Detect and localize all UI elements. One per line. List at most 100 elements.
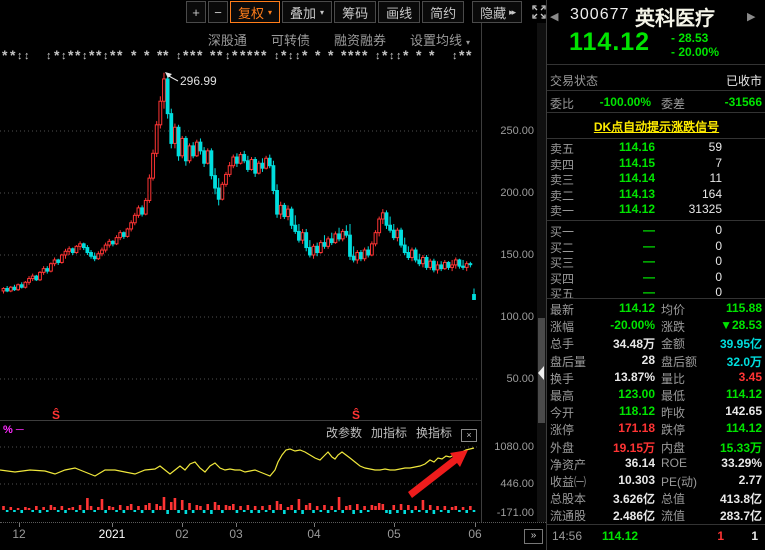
- candle: [359, 252, 363, 260]
- indicator-bar: [16, 508, 20, 510]
- candle: [191, 145, 196, 157]
- candle: [140, 207, 144, 215]
- indicator-tick-label: 1080.00: [494, 441, 534, 453]
- indicator-bar: [275, 501, 279, 510]
- candle: [12, 286, 17, 291]
- stat-label: PE(动): [661, 475, 698, 489]
- candle: [235, 156, 239, 164]
- add-indicator-link[interactable]: 加指标: [371, 426, 408, 440]
- candle: [453, 259, 458, 266]
- divider: [547, 524, 765, 525]
- switch-indicator-link[interactable]: 换指标: [416, 426, 453, 440]
- collapse-panel-handle[interactable]: [538, 366, 544, 380]
- candle: [245, 160, 250, 170]
- indicator-bar: [290, 505, 293, 510]
- indicator-bar: [407, 505, 410, 510]
- candle: [253, 159, 258, 174]
- ask-row[interactable]: 卖二 114.13 164: [547, 187, 765, 203]
- stat-value: 15.33万: [719, 440, 762, 455]
- candle: [78, 243, 82, 247]
- indicator-bar: [388, 510, 392, 514]
- bid-row[interactable]: 买二 — 0: [547, 239, 765, 255]
- indicator-bar: [75, 510, 78, 512]
- indicator-bar: [345, 506, 348, 510]
- indicator-close-icon[interactable]: ×: [461, 429, 477, 442]
- adjust-price-button[interactable]: 复权 ▾: [230, 1, 281, 23]
- indicator-bar: [458, 510, 461, 512]
- draw-line-button[interactable]: 画线: [378, 1, 421, 23]
- divider: [547, 64, 765, 65]
- candle: [111, 240, 115, 245]
- candle: [52, 259, 57, 265]
- sub-toolbar-item-2[interactable]: 融资融券: [333, 33, 386, 48]
- sub-toolbar-item-0[interactable]: 深股通: [207, 33, 247, 48]
- bid-volume: 0: [715, 223, 722, 237]
- indicator-bar: [417, 510, 421, 512]
- stat-label: 总值: [661, 492, 686, 507]
- event-star-marker: *: [117, 47, 123, 63]
- indicator-bar: [374, 506, 377, 510]
- stat-row: 涨停 171.18 跌停 114.12: [547, 421, 765, 438]
- hide-button[interactable]: 隐藏 ▸▸: [472, 1, 523, 23]
- scroll-right-button[interactable]: »: [524, 529, 543, 544]
- dividend-event-marker[interactable]: Ŝ: [52, 407, 60, 422]
- overlay-button[interactable]: 叠加 ▾: [282, 1, 333, 23]
- peak-price-annotation: 296.99: [180, 74, 217, 88]
- candle: [187, 145, 192, 162]
- indicator-bar: [126, 506, 129, 510]
- bid-row[interactable]: 买四 — 0: [547, 270, 765, 286]
- indicator-bar: [385, 510, 388, 513]
- simple-mode-button[interactable]: 简约: [422, 1, 465, 23]
- event-star-marker: *: [328, 47, 334, 63]
- bid-price: —: [643, 254, 655, 269]
- candle: [205, 150, 210, 164]
- trend-arrow-annotation: [408, 450, 468, 498]
- bid-volume: 0: [715, 269, 722, 284]
- event-star-marker: *: [341, 47, 347, 63]
- candle: [435, 264, 440, 271]
- indicator-bar: [377, 503, 381, 510]
- candle: [271, 165, 276, 192]
- next-stock-button[interactable]: ▶: [747, 11, 756, 23]
- event-star-marker: *: [210, 47, 216, 63]
- indicator-bar: [67, 508, 71, 510]
- bid-row[interactable]: 买三 — 0: [547, 254, 765, 270]
- candle: [293, 224, 298, 232]
- ask-row[interactable]: 卖三 114.14 11: [547, 171, 765, 187]
- event-updown-marker: ↕: [46, 50, 52, 62]
- zoom-out-button[interactable]: −: [208, 1, 228, 23]
- indicator-bar: [297, 499, 301, 510]
- candle: [158, 100, 163, 126]
- chips-button[interactable]: 筹码: [334, 1, 377, 23]
- fullscreen-button[interactable]: [524, 1, 554, 23]
- candlestick-chart[interactable]: 296.99 Ŝ Ŝ: [0, 64, 546, 422]
- chevron-down-icon: ▾: [320, 7, 325, 17]
- candle: [209, 150, 214, 177]
- ma-setting-button[interactable]: 设置均线 ▾: [410, 30, 470, 49]
- dk-signal-link[interactable]: DK点自动提示涨跌信号: [593, 120, 720, 134]
- indicator-bar: [38, 510, 42, 513]
- indicator-bar: [326, 510, 330, 513]
- ask-row[interactable]: 卖四 114.15 7: [547, 156, 765, 172]
- change-params-link[interactable]: 改参数: [326, 426, 363, 440]
- event-star-marker: *: [348, 47, 354, 63]
- divider: [547, 298, 765, 299]
- candle: [439, 264, 444, 270]
- bid-row[interactable]: 买五 — 0: [547, 285, 765, 301]
- indicator-bar: [45, 510, 49, 512]
- ask-row[interactable]: 卖一 114.12 31325: [547, 202, 765, 218]
- zoom-in-button[interactable]: +: [186, 1, 206, 23]
- dividend-event-marker[interactable]: Ŝ: [352, 407, 360, 422]
- candle: [45, 268, 50, 272]
- sub-toolbar-item-1[interactable]: 可转债: [270, 33, 310, 48]
- candle: [337, 233, 341, 240]
- indicator-chart[interactable]: [0, 420, 482, 522]
- indicator-bar: [366, 510, 370, 512]
- ask-row[interactable]: 卖五 114.16 59: [547, 140, 765, 156]
- indicator-bar: [42, 507, 45, 510]
- bid-row[interactable]: 买一 — 0: [547, 223, 765, 239]
- stat-value: 413.8亿: [719, 492, 762, 507]
- candle: [344, 230, 349, 236]
- time-axis-label: 2021: [98, 527, 126, 541]
- prev-stock-button[interactable]: ◀: [550, 11, 559, 23]
